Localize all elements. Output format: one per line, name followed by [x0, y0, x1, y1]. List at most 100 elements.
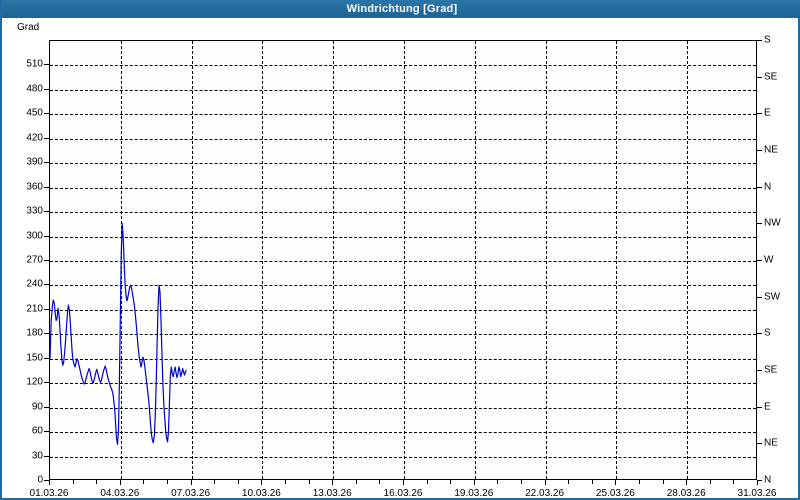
chart-area: Grad 0 30 60 90 120 150 180 210 240 270 300 330 360 3…: [2, 18, 800, 499]
gridline-vertical: [474, 41, 476, 479]
y2-axis-tick-label: S: [764, 327, 771, 339]
x-axis-tick: [355, 480, 357, 484]
x-axis-tick: [497, 480, 499, 484]
gridline-horizontal: [50, 163, 756, 165]
window-title-bar: Windrichtung [Grad]: [2, 0, 800, 18]
gridline-horizontal: [50, 432, 756, 434]
x-axis-tick-label: 01.03.26: [29, 488, 69, 499]
y2-axis-tick-label: N: [764, 474, 772, 486]
gridline-vertical: [191, 41, 193, 479]
gridline-horizontal: [50, 407, 756, 409]
x-axis-tick-label: 22.03.26: [525, 488, 565, 499]
x-axis-tick: [190, 480, 192, 485]
gridline-horizontal: [50, 309, 756, 311]
y2-axis-labels: N NE E SE S SW W NW N NE E SE S: [760, 18, 800, 496]
x-axis-tick-label: 04.03.26: [100, 488, 140, 499]
gridline-horizontal: [50, 138, 756, 140]
y2-axis-tick-label: NE: [764, 437, 778, 449]
x-axis-tick: [261, 480, 263, 485]
page-title: Windrichtung [Grad]: [346, 3, 458, 15]
y-axis-tick: [44, 382, 49, 384]
y-axis-tick: [44, 162, 49, 164]
x-axis-tick: [72, 480, 74, 484]
x-axis-tick: [757, 480, 758, 485]
y2-axis-tick-label: E: [764, 401, 771, 413]
y-axis-tick: [44, 480, 49, 481]
x-axis-tick: [521, 480, 522, 484]
y-axis-tick: [44, 406, 49, 408]
x-axis-tick: [403, 480, 404, 485]
x-axis-tick: [615, 480, 617, 485]
y-axis-tick-label: 60: [31, 425, 43, 437]
gridline-horizontal: [50, 456, 756, 458]
y-axis-tick-label: 330: [26, 205, 43, 217]
y2-axis-tick: [757, 406, 762, 408]
x-axis-tick-label: 16.03.26: [383, 488, 423, 499]
gridline-horizontal: [50, 334, 756, 336]
gridline-horizontal: [50, 261, 756, 262]
gridline-horizontal: [50, 285, 756, 287]
y-axis-tick: [44, 431, 49, 433]
y-axis-tick-label: 300: [26, 230, 43, 242]
x-axis-tick: [332, 480, 334, 485]
x-axis-tick: [709, 480, 711, 484]
x-axis-tick: [49, 480, 50, 485]
y-axis-tick-label: 510: [26, 58, 43, 70]
series-polyline: [173, 366, 187, 379]
y-axis-tick: [44, 235, 49, 237]
y-axis-tick-label: 420: [26, 132, 43, 144]
y2-axis-tick-label: SW: [764, 291, 781, 303]
x-axis-tick-label: 25.03.26: [595, 488, 635, 499]
y-axis-tick: [44, 137, 49, 139]
y-axis-tick: [44, 333, 49, 335]
y-axis-tick: [44, 113, 49, 115]
y-axis-tick: [44, 211, 49, 213]
data-series-line: [50, 222, 187, 445]
y2-axis-tick: [757, 76, 762, 78]
y-axis-tick: [44, 186, 49, 188]
y-axis-tick-label: 360: [26, 181, 43, 193]
y-axis-tick: [44, 260, 49, 261]
y-axis-tick-label: 0: [37, 474, 43, 486]
x-axis-tick-label: 07.03.26: [171, 488, 211, 499]
y2-axis-tick: [757, 186, 762, 188]
y-axis-tick-label: 270: [26, 254, 43, 266]
gridline-vertical: [404, 41, 405, 479]
x-axis-tick: [214, 480, 216, 484]
gridline-vertical: [333, 41, 335, 479]
y2-axis-tick: [757, 260, 762, 261]
x-axis-tick: [733, 480, 735, 484]
x-axis-tick: [639, 480, 640, 484]
x-axis-tick: [308, 480, 310, 484]
plot-frame: [49, 40, 757, 480]
x-axis-tick: [119, 480, 121, 485]
gridline-horizontal: [50, 187, 756, 189]
y-axis-labels: 0 30 60 90 120 150 180 210 240 270 300 330 360 390 420…: [2, 18, 49, 496]
y-axis-tick: [44, 308, 49, 310]
gridline-horizontal: [50, 65, 756, 67]
x-axis-tick: [473, 480, 475, 485]
y-axis-tick-label: 390: [26, 156, 43, 168]
y-axis-tick-label: 480: [26, 83, 43, 95]
gridline-vertical: [545, 41, 547, 479]
y-axis-tick-label: 90: [31, 401, 43, 413]
y-axis-tick-label: 210: [26, 303, 43, 315]
y-axis-tick-label: 30: [31, 450, 43, 462]
y-axis-tick-label: 180: [26, 327, 43, 339]
y-axis-tick-label: 450: [26, 107, 43, 119]
x-axis-tick: [237, 480, 239, 484]
y2-axis-tick: [757, 223, 762, 225]
x-axis-tick: [426, 480, 428, 484]
x-axis-tick: [167, 480, 168, 484]
gridline-horizontal: [50, 114, 756, 116]
y2-axis-tick-label: S: [764, 34, 771, 46]
series-polyline: [50, 222, 157, 445]
x-axis-tick: [568, 480, 570, 484]
gridline-horizontal: [50, 212, 756, 214]
y2-axis-tick-label: N: [764, 181, 772, 193]
y2-axis-tick: [757, 296, 762, 298]
x-axis-tick: [143, 480, 145, 484]
gridline-horizontal: [50, 236, 756, 238]
y2-axis-tick-label: NW: [764, 217, 781, 229]
